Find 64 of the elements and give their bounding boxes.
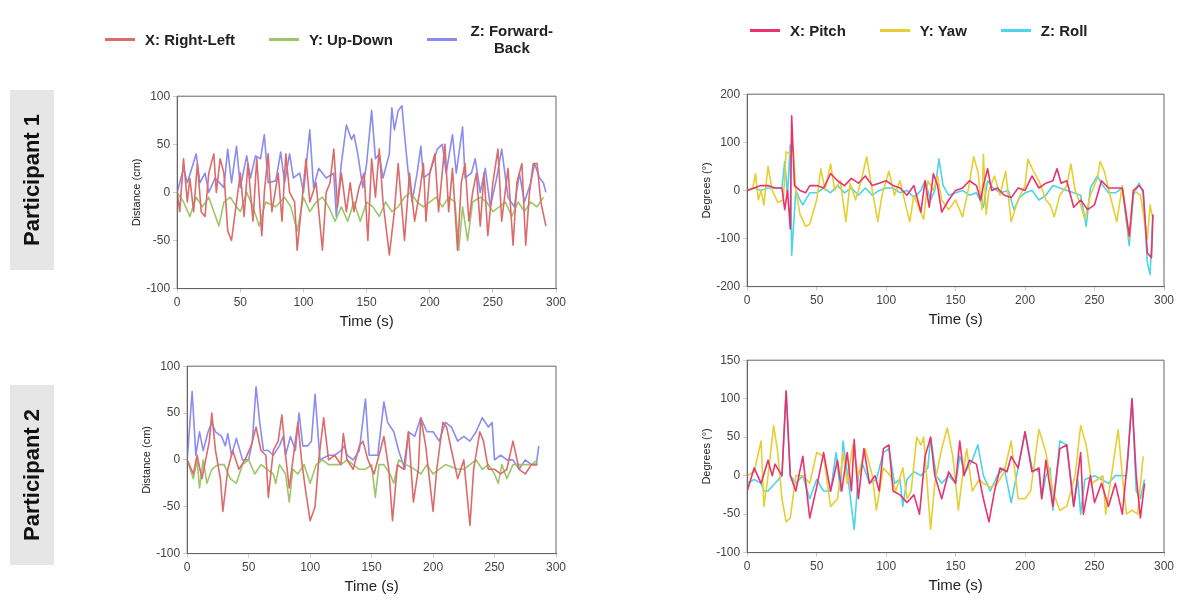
y-tick-label: 50 [726,429,741,444]
legend-label: X: Right-Left [145,30,235,48]
y-tick-label: -50 [162,499,181,514]
y-tick-label: 100 [150,88,171,103]
y-tick-label: -50 [722,506,741,521]
x-tick-label: 150 [945,293,966,308]
x-tick-label: 300 [545,560,567,575]
x-tick-label: 50 [233,295,248,310]
y-tick-label: 50 [156,136,171,151]
y-tick-label: -100 [156,545,181,560]
x-tick-label: 100 [876,293,897,308]
y-tick-label: 0 [733,467,741,482]
x-tick-label: 200 [419,295,441,310]
legend-label: Z: Roll [1040,22,1088,39]
x-tick-label: 100 [300,560,321,575]
x-tick-label: 300 [545,295,567,310]
x-tick-label: 0 [183,560,191,575]
legend-label: Z: Forward-Back [469,22,555,56]
y-tick-label: -100 [146,280,171,295]
x-tick-label: 50 [242,560,256,575]
y-tick-label: 100 [720,134,741,149]
x-axis-title: Time (s) [344,577,399,595]
y-tick-label: 0 [733,182,741,197]
y-tick-label: 50 [166,405,181,420]
y-tick-label: 100 [720,390,741,405]
y-tick-label: 0 [173,452,181,467]
x-tick-label: 300 [1153,559,1175,574]
y-tick-label: -100 [716,544,741,559]
x-tick-label: 50 [810,293,824,308]
x-tick-label: 300 [1153,293,1175,308]
x-tick-label: 150 [945,559,966,574]
y-axis-title: Degrees (°) [699,162,712,219]
y-tick-label: -200 [716,278,741,293]
y-tick-label: 200 [720,86,741,101]
legend-label: X: Pitch [790,22,846,39]
legend-label: Y: Yaw [919,22,967,39]
x-tick-label: 200 [423,560,444,575]
x-tick-label: 200 [1015,293,1036,308]
x-tick-label: 50 [810,559,824,574]
y-axis-title: Distance (cm) [129,158,142,227]
x-tick-label: 250 [484,560,505,575]
x-tick-label: 100 [293,295,314,310]
y-tick-label: 150 [720,352,741,367]
legend-label: Y: Up-Down [308,30,393,48]
text: Participant 1 [19,113,45,247]
x-tick-label: 100 [876,559,897,574]
x-tick-label: 0 [743,559,751,574]
y-tick-label: 0 [163,184,171,199]
x-axis-title: Time (s) [928,310,983,328]
y-axis-title: Distance (cm) [139,425,152,494]
y-axis-title: Degrees (°) [699,428,712,485]
x-axis-title: Time (s) [339,312,394,330]
x-tick-label: 150 [356,295,377,310]
x-tick-label: 150 [361,560,382,575]
x-axis-title: Time (s) [928,576,983,594]
x-tick-label: 250 [1084,559,1105,574]
x-tick-label: 200 [1015,559,1036,574]
x-tick-label: 250 [1084,293,1105,308]
y-tick-label: 100 [160,358,181,373]
x-tick-label: 0 [743,293,751,308]
x-tick-label: 250 [482,295,504,310]
y-tick-label: -100 [716,230,741,245]
y-tick-label: -50 [152,232,171,247]
text: Participant 2 [19,408,45,542]
